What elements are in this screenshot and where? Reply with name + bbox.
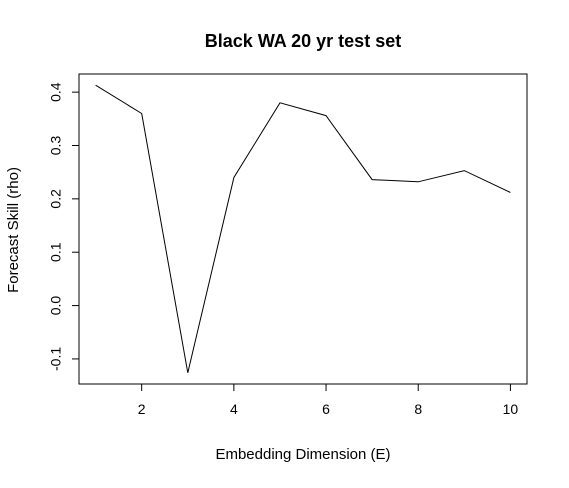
x-axis: 2 4 6 8 10 <box>138 384 519 417</box>
series-line <box>95 84 511 373</box>
chart-title: Black WA 20 yr test set <box>205 31 401 51</box>
x-tick-label: 10 <box>503 401 519 417</box>
series-layer <box>95 84 511 373</box>
y-axis: -0.1 0.0 0.1 0.2 0.3 0.4 <box>48 82 79 371</box>
y-tick-label: 0.1 <box>48 242 64 262</box>
x-tick-label: 4 <box>230 401 238 417</box>
y-tick-label: 0.0 <box>48 296 64 316</box>
y-tick-label: 0.2 <box>48 189 64 209</box>
x-tick-label: 8 <box>414 401 422 417</box>
x-tick-label: 6 <box>322 401 330 417</box>
y-tick-label: 0.3 <box>48 136 64 156</box>
y-tick-label: -0.1 <box>48 347 64 371</box>
y-tick-label: 0.4 <box>48 82 64 102</box>
plot-frame <box>78 73 528 385</box>
x-axis-label: Embedding Dimension (E) <box>215 446 390 463</box>
y-axis-label: Forecast Skill (rho) <box>5 167 22 293</box>
x-tick-label: 2 <box>138 401 146 417</box>
